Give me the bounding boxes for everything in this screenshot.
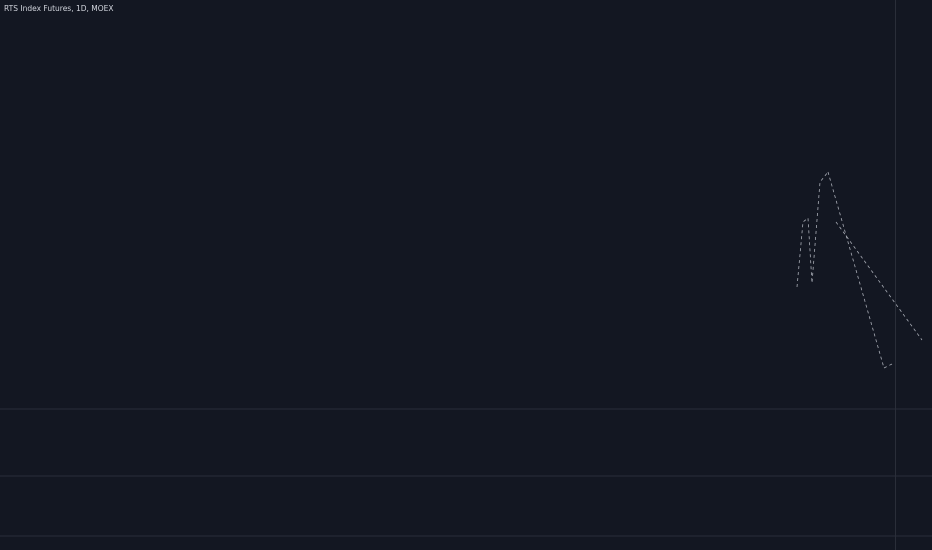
projection-line (827, 171, 885, 369)
chart-title: RTS Index Futures, 1D, MOEX (4, 4, 114, 13)
projection-line (883, 363, 893, 369)
projection-line (835, 221, 923, 341)
projection-line (796, 171, 829, 288)
projection (796, 171, 923, 369)
